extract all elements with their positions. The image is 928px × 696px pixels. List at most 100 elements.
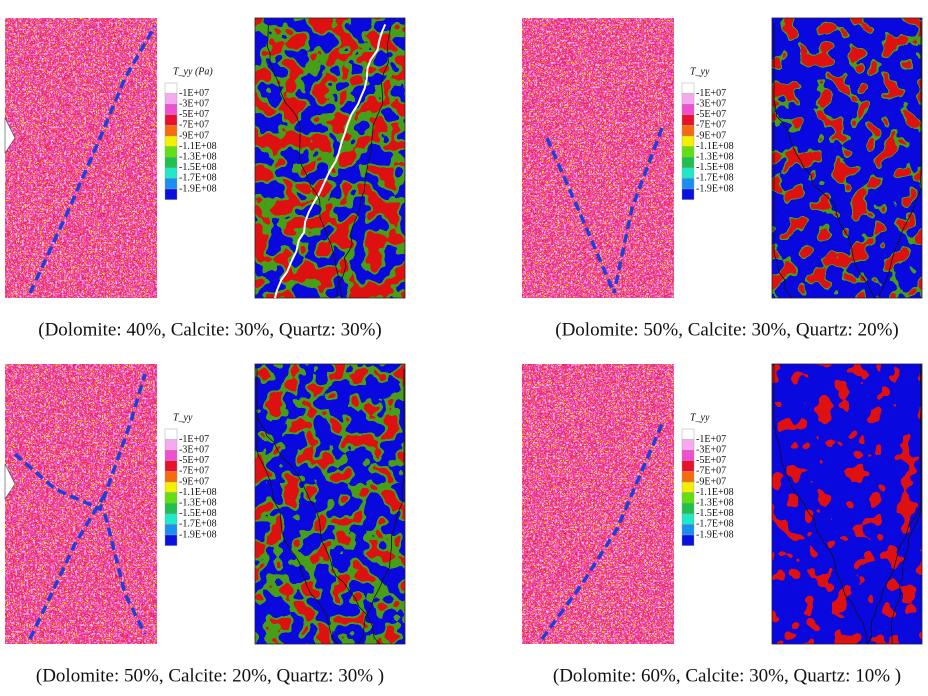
legend-label: -9E+07 (179, 476, 209, 487)
legend-swatch (681, 103, 695, 115)
fracture-trace (28, 493, 107, 640)
legend-swatch (681, 93, 695, 105)
legend-swatch (164, 188, 178, 200)
legend-label: -3E+07 (696, 98, 726, 109)
stress-map (522, 18, 674, 298)
legend-label: -1.1E+08 (179, 141, 217, 152)
legend-swatch (164, 534, 178, 546)
legend-label: -1.7E+08 (179, 519, 217, 530)
stress-map (5, 364, 157, 644)
caption: (Dolomite: 60%, Calcite: 30%, Quartz: 10… (553, 665, 901, 686)
legend-label: -7E+07 (696, 120, 726, 131)
fracture-trace (13, 373, 147, 512)
panel: T_yy (Pa)-1E+07-3E+07-5E+07-7E+07-9E+07-… (4, 17, 406, 340)
crack (336, 25, 392, 299)
legend-swatch (164, 460, 178, 472)
legend-swatch (164, 503, 178, 515)
legend-swatch (681, 125, 695, 137)
crack (266, 24, 343, 299)
caption: (Dolomite: 50%, Calcite: 30%, Quartz: 20… (555, 319, 899, 340)
legend-swatch (681, 450, 695, 462)
fracture-trace (28, 25, 157, 294)
legend-label: -1.5E+08 (696, 508, 734, 519)
crack (256, 366, 381, 645)
crack (357, 368, 405, 645)
legend-label: -7E+07 (179, 120, 209, 131)
crack-notch (4, 463, 16, 500)
legend-label: -1.9E+08 (179, 183, 217, 194)
legend-swatch (681, 82, 695, 94)
legend-swatch (681, 513, 695, 525)
legend-label: -1.7E+08 (179, 173, 217, 184)
panel: T_yy -1E+07-3E+07-5E+07-7E+07-9E+07-1.1E+… (4, 363, 406, 686)
legend-swatch (164, 125, 178, 137)
legend-swatch (681, 156, 695, 168)
legend-label: -1E+07 (179, 434, 209, 445)
legend-swatch (164, 82, 178, 94)
legend-label: -9E+07 (696, 476, 726, 487)
legend-swatch (681, 460, 695, 472)
legend-swatch (164, 492, 178, 504)
legend-title: T_yy (690, 412, 710, 423)
legend-label: -1.7E+08 (696, 519, 734, 530)
legend-swatch (164, 114, 178, 126)
mineral-map (772, 18, 922, 298)
legend-label: -1.5E+08 (179, 162, 217, 173)
legend-swatch (164, 428, 178, 440)
legend-swatch (164, 524, 178, 536)
legend-label: -1E+07 (179, 88, 209, 99)
crack (866, 364, 922, 645)
legend-swatch (164, 439, 178, 451)
legend-label: -7E+07 (179, 466, 209, 477)
legend-label: -7E+07 (696, 466, 726, 477)
legend-swatch (681, 492, 695, 504)
legend-label: -1.3E+08 (179, 497, 217, 508)
legend-swatch (681, 178, 695, 190)
legend-label: -3E+07 (179, 444, 209, 455)
legend-swatch (164, 471, 178, 483)
legend-swatch (681, 439, 695, 451)
legend-title: T_yy (690, 66, 710, 77)
crack (256, 371, 339, 645)
legend-label: -1.3E+08 (179, 151, 217, 162)
crack (773, 23, 793, 299)
crack (877, 21, 922, 299)
legend-label: -1.1E+08 (179, 487, 217, 498)
legend-label: -1.1E+08 (696, 487, 734, 498)
legend-swatch (164, 93, 178, 105)
legend-label: -1.9E+08 (696, 183, 734, 194)
legend-label: -5E+07 (696, 109, 726, 120)
mineral-map (772, 364, 922, 644)
legend-label: -1.5E+08 (179, 508, 217, 519)
mineral-map (255, 364, 405, 644)
fracture-trace (103, 513, 147, 635)
legend-swatch (164, 513, 178, 525)
stress-map (5, 18, 157, 298)
legend-label: -1.9E+08 (696, 529, 734, 540)
legend-label: -9E+07 (696, 130, 726, 141)
legend-swatch (164, 481, 178, 493)
legend-label: -3E+07 (179, 98, 209, 109)
crack-notch (4, 117, 16, 154)
mineral-frame (254, 363, 406, 645)
legend-label: -1E+07 (696, 434, 726, 445)
mineral-frame (771, 363, 923, 645)
legend-swatch (681, 534, 695, 546)
mineral-map (255, 18, 405, 298)
legend-swatch (164, 450, 178, 462)
legend-label: -5E+07 (696, 455, 726, 466)
fracture-trace (545, 137, 616, 294)
legend-label: -1E+07 (696, 88, 726, 99)
legend-swatch (164, 178, 178, 190)
caption: (Dolomite: 40%, Calcite: 30%, Quartz: 30… (38, 319, 382, 340)
panel: T_yy -1E+07-3E+07-5E+07-7E+07-9E+07-1.1E+… (522, 363, 923, 686)
legend-swatch (681, 135, 695, 147)
legend-swatch (164, 135, 178, 147)
legend-swatch (681, 503, 695, 515)
stress-map (522, 364, 674, 644)
caption: (Dolomite: 50%, Calcite: 20%, Quartz: 30… (36, 665, 384, 686)
mineral-frame (254, 17, 406, 299)
legend-swatch (681, 188, 695, 200)
legend-swatch (681, 428, 695, 440)
